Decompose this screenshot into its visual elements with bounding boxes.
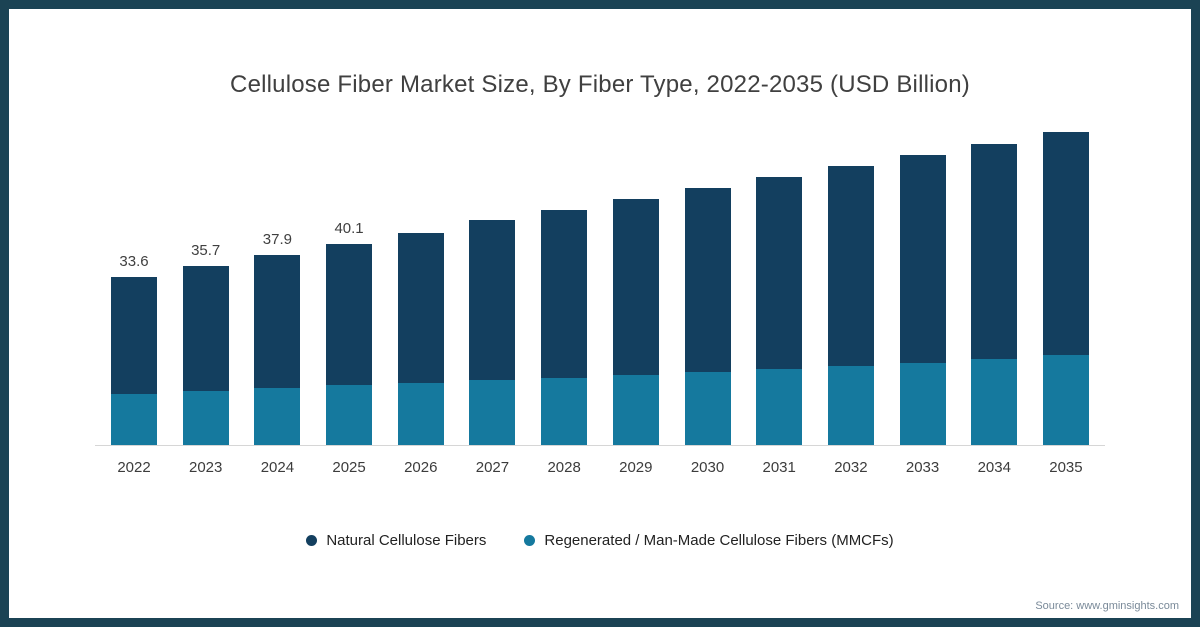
bar-column [469, 220, 516, 445]
x-tick-label: 2028 [547, 459, 581, 476]
bar-column [971, 144, 1018, 445]
bar-segment-natural [254, 255, 301, 388]
source-attribution: Source: www.gminsights.com [1035, 600, 1179, 612]
bar-segment-mmcf [541, 378, 588, 445]
chart-title: Cellulose Fiber Market Size, By Fiber Ty… [230, 71, 970, 98]
x-tick-label: 2035 [1049, 459, 1083, 476]
legend: Natural Cellulose Fibers Regenerated / M… [9, 532, 1191, 549]
bar-segment-mmcf [469, 380, 516, 445]
bar-data-label: 37.9 [262, 231, 292, 248]
bar-segment-natural [612, 199, 659, 375]
bar-column: 37.9 [254, 231, 301, 445]
bar-segment-mmcf [1042, 355, 1089, 445]
bar-column [756, 177, 803, 445]
legend-dot-natural-icon [306, 535, 318, 546]
legend-label-natural: Natural Cellulose Fibers [326, 532, 487, 549]
bar-segment-mmcf [326, 385, 373, 445]
plot-area: 33.6 35.7 37.9 40.1 2022 2023 2024 2025 2026 202… [95, 105, 1105, 476]
bar-segment-mmcf [612, 375, 659, 445]
bar-column [397, 233, 444, 445]
legend-item-natural: Natural Cellulose Fibers [306, 532, 486, 549]
bar-segment-natural [111, 277, 157, 394]
bar-segment-natural [756, 177, 803, 369]
bar-column [541, 210, 588, 445]
x-axis-labels: 2022 2023 2024 2025 2026 2027 2028 2029 2030 2031… [111, 446, 1089, 476]
bar-segment-natural [684, 188, 731, 372]
bar-segment-mmcf [254, 388, 301, 445]
bar-data-label: 40.1 [334, 220, 364, 237]
x-tick-label: 2026 [404, 459, 438, 476]
x-tick-label: 2027 [475, 459, 510, 476]
bar-segment-natural [397, 233, 444, 383]
x-tick-label: 2025 [332, 459, 366, 476]
x-tick-label: 2032 [834, 459, 868, 476]
bar-segment-mmcf [182, 391, 229, 445]
bar-segment-mmcf [899, 363, 946, 445]
x-tick-label: 2022 [117, 459, 151, 476]
bar-segment-natural [469, 220, 516, 380]
x-tick-label: 2030 [690, 459, 725, 476]
bar-segment-natural [326, 244, 373, 385]
bar-segment-mmcf [111, 394, 157, 445]
x-tick-label: 2024 [260, 459, 295, 476]
bar-column [684, 188, 731, 445]
bar-column: 35.7 [182, 242, 229, 445]
legend-dot-mmcf-icon [524, 535, 536, 546]
bar-segment-natural [971, 144, 1018, 359]
x-tick-label: 2033 [905, 459, 940, 476]
x-tick-label: 2034 [977, 459, 1011, 476]
bar-segment-mmcf [684, 372, 731, 445]
x-tick-label: 2031 [762, 459, 796, 476]
bar-segment-mmcf [397, 383, 444, 445]
x-tick-label: 2029 [619, 459, 653, 476]
bar-segment-mmcf [971, 359, 1018, 445]
legend-label-mmcf: Regenerated / Man-Made Cellulose Fibers … [544, 532, 894, 549]
bar-segment-natural [1042, 132, 1089, 355]
bar-segment-mmcf [827, 366, 874, 445]
bars-container: 33.6 35.7 37.9 40.1 [111, 105, 1089, 445]
bar-segment-natural [899, 155, 946, 363]
bar-column [1042, 132, 1089, 445]
bar-segment-mmcf [756, 369, 803, 445]
x-tick-label: 2023 [189, 459, 223, 476]
bar-column [827, 166, 874, 445]
bar-segment-natural [182, 266, 229, 391]
bar-column: 33.6 [111, 253, 157, 445]
bar-data-label: 33.6 [119, 253, 149, 270]
x-axis-line [95, 445, 1105, 446]
bar-data-label: 35.7 [191, 242, 221, 259]
bar-segment-natural [541, 210, 588, 378]
bar-segment-natural [827, 166, 874, 366]
bar-column [612, 199, 659, 445]
bar-column [899, 155, 946, 445]
legend-item-mmcf: Regenerated / Man-Made Cellulose Fibers … [524, 532, 894, 549]
bar-column: 40.1 [326, 220, 373, 445]
